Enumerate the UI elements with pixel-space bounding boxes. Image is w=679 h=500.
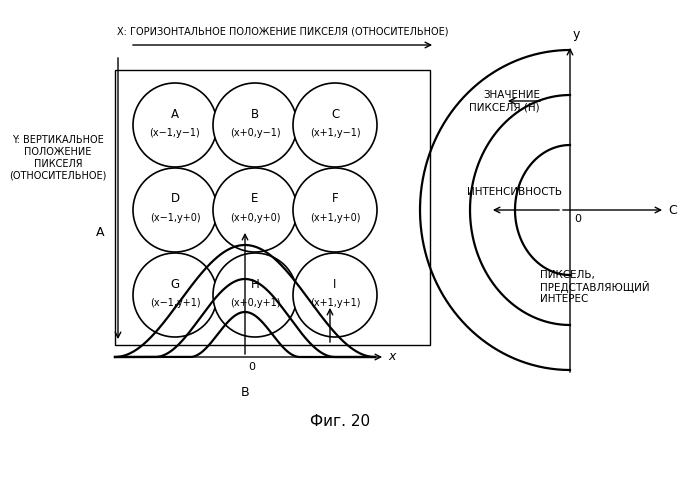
Circle shape	[133, 168, 217, 252]
Text: (ОТНОСИТЕЛЬНОЕ): (ОТНОСИТЕЛЬНОЕ)	[10, 171, 107, 181]
Text: (x+0,y−1): (x+0,y−1)	[230, 128, 280, 138]
Text: (x−1,y+0): (x−1,y+0)	[149, 213, 200, 223]
Text: y: y	[573, 28, 581, 41]
Text: (x+0,y+0): (x+0,y+0)	[230, 213, 280, 223]
Bar	[115, 70, 430, 345]
Text: (x−1,y+1): (x−1,y+1)	[149, 298, 200, 308]
Text: E: E	[251, 192, 259, 205]
Text: (x+1,y−1): (x+1,y−1)	[310, 128, 361, 138]
Text: F: F	[331, 192, 338, 205]
Text: Y: ВЕРТИКАЛЬНОЕ: Y: ВЕРТИКАЛЬНОЕ	[12, 135, 104, 145]
Text: (x+1,y+1): (x+1,y+1)	[310, 298, 361, 308]
Text: ПИКСЕЛЯ (H): ПИКСЕЛЯ (H)	[469, 102, 540, 112]
Text: H: H	[251, 278, 259, 290]
Circle shape	[133, 83, 217, 167]
Text: D: D	[170, 192, 179, 205]
Text: 0: 0	[574, 214, 581, 224]
Text: (x+0,y+1): (x+0,y+1)	[230, 298, 280, 308]
Text: C: C	[331, 108, 339, 120]
Text: x: x	[388, 350, 395, 364]
Circle shape	[213, 168, 297, 252]
Circle shape	[133, 253, 217, 337]
Text: ИНТЕНСИВНОСТЬ: ИНТЕНСИВНОСТЬ	[467, 187, 562, 197]
Text: (x−1,y−1): (x−1,y−1)	[149, 128, 200, 138]
Circle shape	[293, 168, 377, 252]
Text: ПИКСЕЛЬ,: ПИКСЕЛЬ,	[540, 270, 595, 280]
Text: B: B	[240, 386, 249, 398]
Text: G: G	[170, 278, 179, 290]
Text: B: B	[251, 108, 259, 120]
Text: ПРЕДСТАВЛЯЮЩИЙ: ПРЕДСТАВЛЯЮЩИЙ	[540, 281, 650, 293]
Text: I: I	[333, 278, 337, 290]
Text: X: ГОРИЗОНТАЛЬНОЕ ПОЛОЖЕНИЕ ПИКСЕЛЯ (ОТНОСИТЕЛЬНОЕ): X: ГОРИЗОНТАЛЬНОЕ ПОЛОЖЕНИЕ ПИКСЕЛЯ (ОТН…	[117, 27, 449, 37]
Text: ПОЛОЖЕНИЕ: ПОЛОЖЕНИЕ	[24, 147, 92, 157]
Text: C: C	[668, 204, 677, 216]
Circle shape	[293, 253, 377, 337]
Text: Фиг. 20: Фиг. 20	[310, 414, 370, 430]
Text: (x+1,y+0): (x+1,y+0)	[310, 213, 361, 223]
Text: ИНТЕРЕС: ИНТЕРЕС	[540, 294, 589, 304]
Text: ЗНАЧЕНИЕ: ЗНАЧЕНИЕ	[483, 90, 540, 100]
Text: A: A	[171, 108, 179, 120]
Text: A: A	[96, 226, 105, 238]
Circle shape	[293, 83, 377, 167]
Circle shape	[213, 83, 297, 167]
Text: 0: 0	[248, 362, 255, 372]
Circle shape	[213, 253, 297, 337]
Text: ПИКСЕЛЯ: ПИКСЕЛЯ	[34, 159, 82, 169]
